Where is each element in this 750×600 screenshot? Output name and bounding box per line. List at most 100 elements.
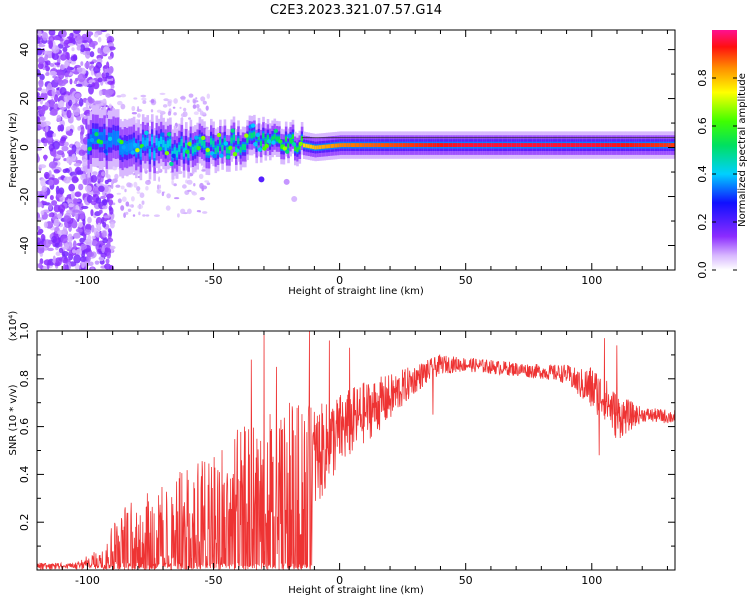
spectrogram-cell <box>63 215 71 223</box>
spectrogram-cell <box>125 201 130 207</box>
spectrogram-cell <box>37 69 41 77</box>
spectrogram-cell <box>42 265 47 270</box>
spectrogram-cell <box>88 98 95 104</box>
spectrogram-cell <box>632 143 635 147</box>
spectrogram-cell <box>182 111 185 118</box>
spectrogram-cell <box>348 143 351 147</box>
spectrogram-cell <box>89 137 93 147</box>
spectrogram-cell <box>593 143 597 147</box>
spectrogram-cell <box>131 112 137 115</box>
spectrogram-cell <box>60 136 67 142</box>
spectrogram-cell <box>78 183 84 191</box>
spectrogram-cell <box>105 258 110 264</box>
spectrogram-cell <box>579 143 583 147</box>
spectrogram-cell <box>37 87 42 91</box>
spectrogram-cell <box>169 161 174 167</box>
spectrogram-cell <box>102 46 111 54</box>
spectrogram-cell <box>120 93 127 98</box>
spectrogram-cell <box>43 221 49 229</box>
spectrogram-cell <box>51 52 59 61</box>
spectrogram-cell <box>205 148 209 156</box>
spectrogram-cell <box>275 136 279 142</box>
spectrogram-cell <box>205 105 209 111</box>
spectrogram-cell <box>85 223 92 230</box>
spectrogram-cell <box>98 89 103 96</box>
spectrogram-cell <box>416 143 420 147</box>
spectrogram-cell <box>206 182 211 185</box>
spectrogram-cell <box>414 143 417 147</box>
spectrogram-cell <box>156 189 162 194</box>
spectrogram-cell <box>114 173 119 180</box>
spectrogram-cell <box>564 143 567 147</box>
spectrogram-cell <box>602 143 606 147</box>
spectrogram-y-axis: -40 -20 0 20 40 <box>18 43 675 271</box>
spectrogram-cell <box>70 96 75 101</box>
x-tick-label: 100 <box>581 574 602 587</box>
spectrogram-cell <box>75 141 81 148</box>
colorbar-tick-label: 0.2 <box>696 213 709 231</box>
spectrogram-cell <box>38 262 43 269</box>
spectrogram-cell <box>74 93 81 99</box>
spectrogram-cell <box>43 239 51 248</box>
spectrogram-cell <box>103 149 108 154</box>
spectrogram-cell <box>198 173 204 179</box>
spectrogram-cell <box>70 55 78 62</box>
spectrogram-cell <box>142 146 147 151</box>
spectrogram-cell <box>54 62 61 66</box>
spectrogram-cell <box>82 178 89 186</box>
spectrogram-cell <box>64 243 69 250</box>
spectrogram-cell <box>120 205 125 211</box>
spectrogram-cell <box>102 198 108 206</box>
spectrogram-cell <box>126 144 129 153</box>
spectrogram-cell <box>112 133 115 142</box>
spectrogram-cell <box>59 38 64 42</box>
spectrogram-cell <box>618 143 622 147</box>
spectrogram-cell <box>455 143 458 147</box>
spectrogram-cell <box>132 214 136 217</box>
spectrogram-cell <box>86 194 93 204</box>
spectrogram-cell <box>43 259 52 266</box>
spectrogram-cell <box>89 51 95 58</box>
spectrogram-cell <box>186 179 193 185</box>
colorbar-tick-label: 0.4 <box>696 165 709 183</box>
spectrogram-cell <box>80 255 87 263</box>
spectrogram-cell <box>589 143 592 147</box>
spectrogram-cell <box>48 179 54 186</box>
spectrogram-cell <box>59 100 65 108</box>
spectrogram-cell <box>75 77 79 82</box>
spectrogram-cell <box>102 205 108 210</box>
spectrogram-cell <box>60 107 66 111</box>
spectrogram-cell <box>63 141 69 147</box>
spectrogram-cell <box>307 144 311 149</box>
spectrogram-cell <box>139 149 143 157</box>
spectrogram-cell <box>142 100 147 104</box>
spectrogram-cell <box>258 176 265 183</box>
spectrogram-cell <box>76 45 82 51</box>
spectrogram-cell <box>43 50 51 55</box>
spectrogram-cell <box>650 143 653 147</box>
spectrogram-cell <box>484 143 488 147</box>
spectrogram-cell <box>95 61 102 69</box>
spectrogram-cell <box>69 37 76 42</box>
spectrogram-cell <box>48 213 53 218</box>
spectrogram-cell <box>194 145 197 153</box>
spectrogram-cell <box>523 143 526 147</box>
y-tick-label: 0 <box>18 144 31 151</box>
y-tick-label: 0.8 <box>18 370 31 388</box>
spectrogram-cell <box>157 184 160 190</box>
spectrogram-cell <box>244 133 249 138</box>
spectrogram-cell <box>362 143 365 147</box>
spectrogram-cell <box>600 143 603 147</box>
spectrogram-cell <box>101 245 105 254</box>
spectrogram-cell <box>192 98 196 104</box>
spectrogram-cell <box>341 143 345 147</box>
spectrogram-cell <box>312 145 315 150</box>
spectrogram-cell <box>39 108 46 116</box>
spectrogram-cell <box>145 214 150 217</box>
spectrogram-cell <box>214 147 218 154</box>
spectrogram-cell <box>75 83 83 87</box>
spectrogram-cell <box>393 143 397 147</box>
spectrogram-cell <box>57 230 65 235</box>
spectrogram-cell <box>627 143 631 147</box>
spectrogram-cell <box>405 143 408 147</box>
